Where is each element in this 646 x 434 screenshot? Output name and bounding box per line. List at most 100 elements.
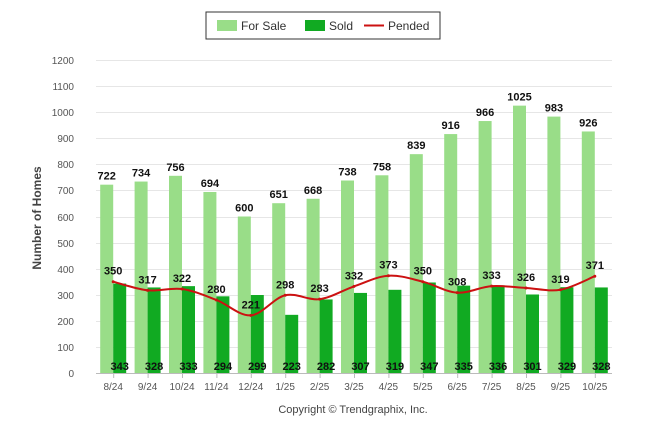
data-label-for-sale: 966	[476, 107, 494, 119]
x-tick-label: 10/24	[169, 382, 194, 393]
bar-for-sale	[169, 175, 182, 373]
bar-sold	[216, 296, 230, 373]
data-label-sold: 329	[558, 361, 576, 373]
data-label-pended: 326	[517, 272, 535, 284]
bar-for-sale	[478, 121, 492, 373]
legend-label-for-sale: For Sale	[241, 19, 287, 33]
x-tick-label: 1/25	[275, 382, 295, 393]
data-label-sold: 333	[179, 361, 197, 373]
bar-for-sale	[341, 180, 354, 373]
x-tick-label: 11/24	[204, 382, 229, 393]
bar-sold	[457, 285, 471, 373]
y-tick-label: 100	[57, 343, 74, 354]
x-tick-label: 6/25	[447, 382, 467, 393]
bar-for-sale	[375, 175, 389, 373]
bar-for-sale	[272, 203, 286, 373]
bar-sold	[388, 289, 402, 373]
data-label-sold: 299	[248, 361, 266, 373]
bar-sold	[319, 299, 333, 373]
pended-point	[249, 313, 253, 317]
y-tick-label: 0	[68, 369, 74, 380]
pended-point	[593, 274, 597, 278]
legend-label-pended: Pended	[388, 19, 429, 33]
data-label-pended: 322	[173, 273, 191, 285]
y-axis-title: Number of Homes	[30, 166, 44, 270]
data-label-pended: 221	[242, 299, 260, 311]
bar-for-sale	[409, 154, 423, 373]
data-label-pended: 317	[138, 274, 156, 286]
x-tick-label: 10/25	[582, 382, 607, 393]
bar-sold	[147, 287, 161, 373]
bar-for-sale	[581, 131, 595, 373]
bar-for-sale	[237, 216, 251, 373]
pended-point	[558, 288, 562, 292]
y-tick-label: 300	[57, 291, 74, 302]
y-tick-label: 1100	[52, 82, 74, 93]
pended-point	[352, 284, 356, 288]
bar-for-sale	[100, 184, 114, 373]
data-label-for-sale: 668	[304, 185, 322, 197]
y-tick-labels: 0 100 200 300 400 500 600 700 800 900 1000 1100 1200	[52, 56, 75, 380]
data-label-pended: 280	[207, 284, 225, 296]
bar-sold	[594, 287, 608, 373]
bar-sold	[491, 285, 505, 373]
data-label-for-sale: 694	[201, 178, 220, 190]
data-label-sold: 347	[420, 361, 438, 373]
data-label-sold: 335	[455, 361, 473, 373]
x-tick-label: 9/24	[138, 382, 158, 393]
pended-point	[111, 280, 115, 284]
y-tick-label: 500	[57, 239, 74, 250]
data-label-for-sale: 722	[98, 171, 116, 183]
bar-sold	[182, 286, 195, 373]
data-label-for-sale: 738	[338, 167, 356, 179]
pended-point	[214, 298, 218, 302]
legend-swatch-sold	[305, 20, 325, 31]
pended-point	[421, 280, 425, 284]
data-label-sold: 294	[214, 361, 233, 373]
y-tick-label: 800	[57, 160, 74, 171]
y-tick-label: 900	[57, 134, 74, 145]
bar-sold	[526, 294, 539, 373]
x-tick-label: 5/25	[413, 382, 433, 393]
data-label-pended: 308	[448, 277, 466, 289]
bar-sold	[113, 283, 127, 373]
data-label-sold: 319	[386, 361, 404, 373]
bars	[100, 105, 608, 373]
data-label-pended: 333	[482, 270, 500, 282]
legend-label-sold: Sold	[329, 19, 353, 33]
bar-for-sale	[203, 191, 217, 373]
y-tick-label: 400	[57, 265, 74, 276]
bar-sold	[285, 314, 299, 373]
data-label-for-sale: 651	[270, 189, 288, 201]
data-label-for-sale: 756	[166, 162, 184, 174]
pended-point	[455, 291, 459, 295]
copyright-credit: Copyright © Trendgraphix, Inc.	[278, 404, 427, 416]
data-label-sold: 328	[145, 361, 163, 373]
y-tick-label: 200	[57, 317, 74, 328]
x-tick-label: 12/24	[238, 382, 263, 393]
y-tick-label: 1200	[52, 56, 75, 67]
data-label-for-sale: 926	[579, 117, 597, 129]
data-label-for-sale: 839	[407, 140, 425, 152]
pended-point	[524, 286, 528, 290]
data-label-for-sale: 916	[442, 120, 460, 132]
pended-point	[490, 284, 494, 288]
bar-for-sale	[513, 105, 526, 373]
data-label-pended: 298	[276, 279, 294, 291]
data-label-pended: 373	[379, 260, 397, 272]
data-label-sold: 307	[351, 361, 369, 373]
data-label-sold: 223	[283, 361, 301, 373]
data-label-sold: 328	[592, 361, 610, 373]
x-tick-labels: 8/24 9/24 10/24 11/24 12/24 1/25 2/25 3/25 4/25 5…	[103, 373, 608, 393]
bar-for-sale	[547, 116, 561, 373]
bar-sold	[422, 282, 436, 373]
data-label-pended: 332	[345, 270, 363, 282]
pended-line-layer	[111, 274, 597, 317]
pended-point	[283, 293, 287, 297]
data-label-sold: 336	[489, 361, 507, 373]
bar-sold	[354, 292, 367, 373]
bar-for-sale	[444, 134, 458, 373]
data-label-sold: 282	[317, 361, 335, 373]
